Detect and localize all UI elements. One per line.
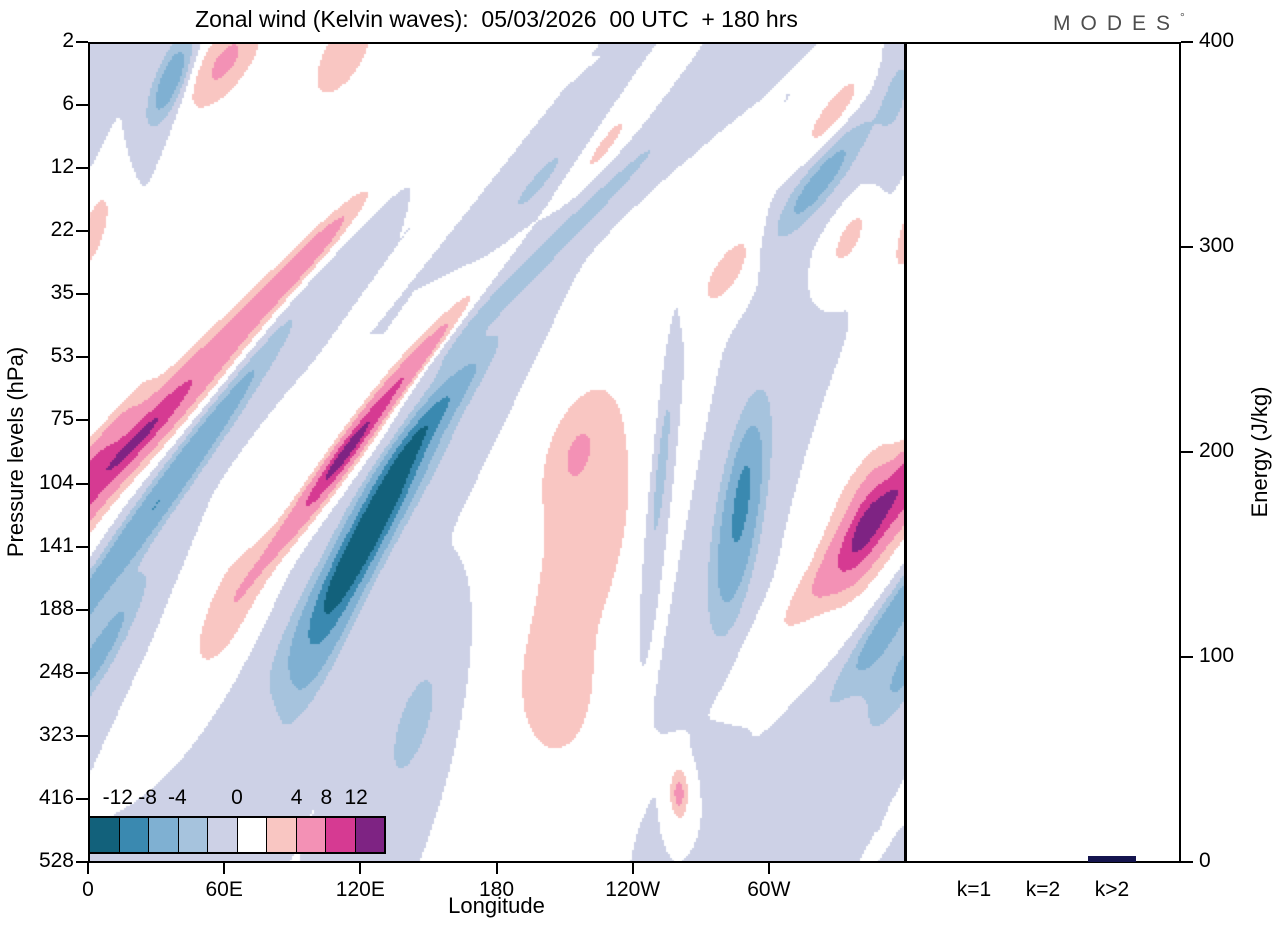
pressure-tick	[76, 545, 88, 548]
colorbar-tick-label: 8	[320, 786, 333, 809]
longitude-tick-label: 60E	[205, 878, 243, 901]
pressure-tick-label: 12	[50, 155, 74, 179]
modes-logo-text: MODES	[1053, 12, 1181, 35]
energy-tick-label: 100	[1199, 644, 1235, 667]
plot-title: Zonal wind (Kelvin waves): 05/03/2026 00…	[195, 6, 798, 32]
pressure-tick-label: 248	[38, 659, 74, 683]
longitude-tick	[495, 862, 498, 874]
pressure-tick	[76, 734, 88, 737]
pressure-tick	[76, 671, 88, 674]
colorbar-cell	[267, 818, 297, 852]
colorbar-cell	[208, 818, 238, 852]
wavenumber-tick-label: k=1	[956, 878, 992, 901]
pressure-tick	[76, 104, 88, 107]
energy-tick-label: 200	[1199, 439, 1235, 462]
pressure-tick	[76, 356, 88, 359]
energy-tick-label: 400	[1199, 29, 1235, 52]
colorbar-cell	[237, 818, 267, 852]
pressure-tick	[76, 293, 88, 296]
contour-frame	[88, 42, 906, 863]
pressure-tick	[76, 861, 88, 863]
wavenumber-tick-label: k=2	[1025, 878, 1061, 901]
pressure-tick-label: 53	[50, 344, 74, 368]
longitude-tick	[767, 862, 770, 874]
energy-tick	[1181, 861, 1193, 863]
pressure-tick	[76, 167, 88, 170]
pressure-tick-label: 35	[50, 281, 74, 305]
contour-plot-canvas	[88, 42, 905, 862]
pressure-tick	[76, 797, 88, 800]
energy-tick	[1181, 656, 1193, 658]
longitude-tick-label: 0	[82, 878, 94, 901]
energy-tick	[1181, 451, 1193, 453]
longitude-tick	[631, 862, 634, 874]
colorbar-cell	[119, 818, 149, 852]
pressure-tick-label: 528	[38, 849, 74, 872]
energy-axis-label: Energy (J/kg)	[1247, 386, 1272, 518]
modes-logo: MODES°	[1053, 10, 1185, 36]
pressure-tick-label: 22	[50, 218, 74, 242]
longitude-tick-label: 120E	[335, 878, 385, 901]
energy-tick-label: 300	[1199, 234, 1235, 257]
energy-tick	[1181, 41, 1193, 43]
colorbar-cell	[355, 818, 384, 852]
colorbar-cell	[296, 818, 326, 852]
longitude-tick-label: 120W	[605, 878, 661, 901]
colorbar-tick-label: 4	[290, 786, 303, 809]
colorbar-cell	[178, 818, 208, 852]
colorbar	[88, 816, 386, 854]
longitude-tick	[87, 862, 89, 874]
pressure-tick	[76, 482, 88, 485]
pressure-tick	[76, 608, 88, 611]
colorbar-tick-label: 12	[344, 786, 368, 809]
colorbar-cell	[149, 818, 179, 852]
pressure-tick-label: 188	[38, 596, 74, 620]
energy-tick-label: 0	[1199, 849, 1211, 872]
pressure-tick-label: 323	[38, 722, 74, 746]
pressure-tick	[76, 41, 88, 43]
colorbar-tick-label: -12	[102, 786, 133, 809]
energy-tick	[1181, 246, 1193, 248]
pressure-tick	[76, 419, 88, 422]
energy-bar	[1088, 855, 1136, 862]
longitude-tick	[359, 862, 362, 874]
pressure-tick-label: 416	[38, 785, 74, 809]
colorbar-tick-label: -4	[168, 786, 187, 809]
colorbar-tick-label: 0	[231, 786, 243, 809]
colorbar-tick-label: -8	[138, 786, 157, 809]
pressure-tick-label: 6	[62, 92, 74, 116]
longitude-tick	[223, 862, 226, 874]
longitude-tick-label: 180	[478, 878, 515, 901]
colorbar-cell	[90, 818, 120, 852]
wavenumber-tick-label: k>2	[1094, 878, 1130, 901]
pressure-tick	[76, 230, 88, 233]
pressure-tick-label: 75	[50, 407, 74, 431]
longitude-tick-label: 60W	[747, 878, 791, 901]
longitude-axis-label: Longitude	[448, 893, 545, 918]
modes-logo-degree: °	[1180, 10, 1185, 24]
pressure-axis-label: Pressure levels (hPa)	[3, 346, 28, 558]
colorbar-cell	[326, 818, 356, 852]
energy-frame	[905, 42, 1181, 863]
pressure-tick-label: 2	[62, 29, 74, 52]
pressure-tick-label: 141	[38, 533, 74, 557]
pressure-tick-label: 104	[38, 470, 74, 494]
